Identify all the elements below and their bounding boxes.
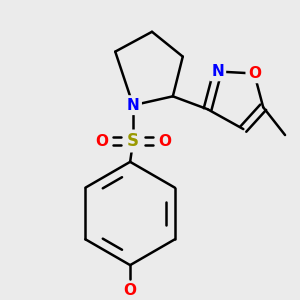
Text: N: N: [211, 64, 224, 79]
Text: O: O: [248, 66, 261, 81]
Text: S: S: [127, 132, 139, 150]
Text: N: N: [127, 98, 140, 113]
Text: O: O: [124, 284, 136, 298]
Text: O: O: [158, 134, 171, 148]
Text: N: N: [127, 98, 140, 113]
Text: O: O: [95, 134, 108, 148]
